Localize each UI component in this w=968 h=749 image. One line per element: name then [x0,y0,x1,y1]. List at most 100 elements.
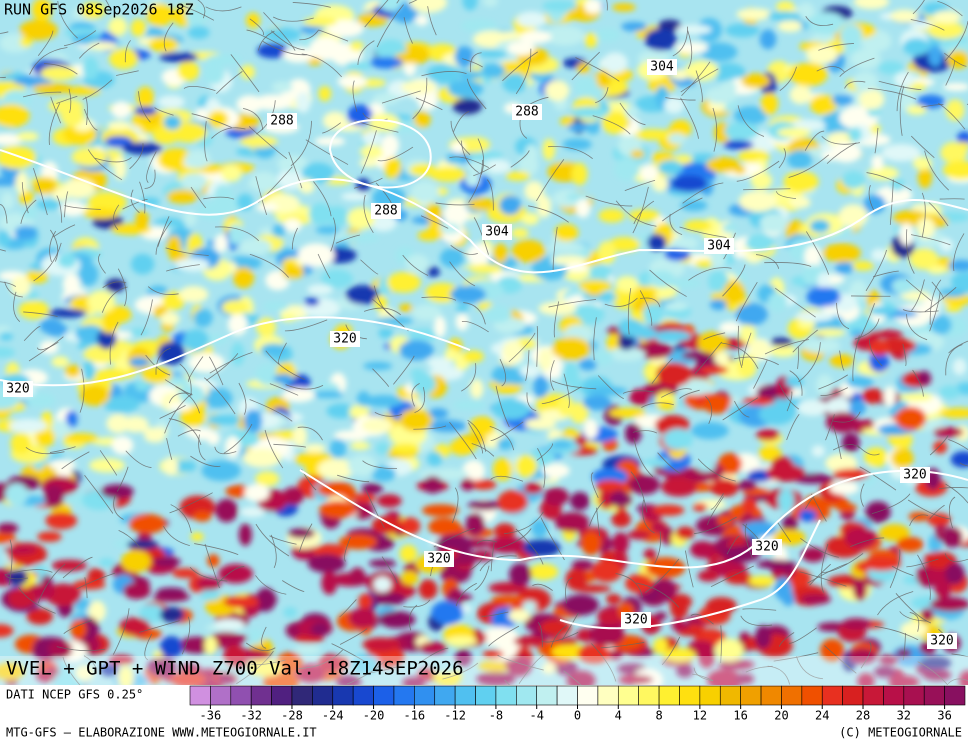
field-blob [350,442,370,450]
field-blob [109,48,138,69]
field-blob [672,236,699,249]
field-blob [829,481,859,495]
field-blob [546,243,584,252]
colorbar-tick-label: -8 [489,709,503,723]
field-blob [859,89,885,110]
field-blob [755,625,771,649]
field-blob [909,248,938,269]
field-blob [70,619,86,639]
field-blob [372,516,402,534]
field-blob [614,158,639,181]
field-blob [228,313,248,336]
field-blob [412,373,436,394]
field-blob [509,563,531,586]
field-blob [440,248,465,268]
field-blob [229,224,243,244]
field-blob [399,304,413,312]
colorbar-swatch [639,686,659,705]
field-blob [495,384,521,394]
field-blob [928,45,942,67]
field-blob [706,157,739,172]
field-blob [847,376,874,388]
field-blob [164,115,182,130]
colorbar-swatch [883,686,903,705]
field-blob [428,420,466,432]
field-blob [596,480,625,491]
field-blob [807,287,841,306]
colorbar-swatch [557,686,577,705]
field-blob [777,128,811,138]
field-blob [742,498,757,514]
contour-label: 320 [6,382,29,397]
field-blob [119,617,150,635]
colorbar-swatch [945,686,965,705]
field-blob [655,612,667,620]
field-blob [644,549,657,561]
field-blob [373,577,391,592]
field-blob [628,530,651,540]
field-blob [349,568,365,586]
field-blob [693,503,708,511]
field-blob [239,238,272,255]
colorbar-swatch [924,686,944,705]
colorbar-tick-label: 16 [733,709,747,723]
field-blob [319,501,357,519]
field-blob [359,158,378,167]
field-blob [691,422,729,439]
field-blob [553,255,586,264]
colorbar-swatch [435,686,455,705]
field-blob [852,261,874,271]
field-blob [869,340,890,356]
field-blob [399,517,420,534]
field-blob [897,537,924,552]
colorbar-swatch [598,686,618,705]
field-blob [160,607,185,622]
field-blob [676,526,695,539]
contour-label: 304 [707,239,731,254]
field-blob [552,337,591,361]
field-blob [579,280,612,292]
field-blob [282,259,297,268]
field-blob [260,343,287,356]
field-blob [338,75,367,89]
field-blob [384,158,401,178]
field-blob [616,507,628,527]
field-blob [589,265,611,280]
field-blob [222,300,249,315]
field-blob [188,26,210,39]
field-blob [756,429,779,441]
field-blob [298,243,335,267]
field-blob [256,203,278,212]
field-blob [570,492,590,511]
field-blob [810,219,830,232]
field-blob [883,386,895,407]
field-blob [191,532,204,541]
field-blob [272,81,293,92]
field-blob [748,576,774,587]
field-blob [250,171,278,192]
field-blob [207,431,220,445]
field-blob [401,80,437,94]
field-blob [625,423,642,444]
field-blob [14,226,37,240]
colorbar-swatch [843,686,863,705]
contour-label: 304 [650,60,674,75]
field-blob [444,349,457,361]
field-blob [506,171,530,181]
colorbar-swatch [394,686,414,705]
field-blob [60,103,84,126]
field-blob [658,160,683,175]
field-blob [933,441,947,454]
field-blob [835,262,853,274]
field-blob [543,488,569,506]
field-blob [842,171,866,189]
field-blob [4,546,38,555]
field-blob [668,133,686,144]
field-blob [422,504,459,516]
field-blob [466,513,485,536]
field-blob [377,494,402,507]
field-blob [698,570,720,581]
field-blob [215,499,238,522]
field-blob [37,531,62,542]
field-blob [862,557,900,571]
